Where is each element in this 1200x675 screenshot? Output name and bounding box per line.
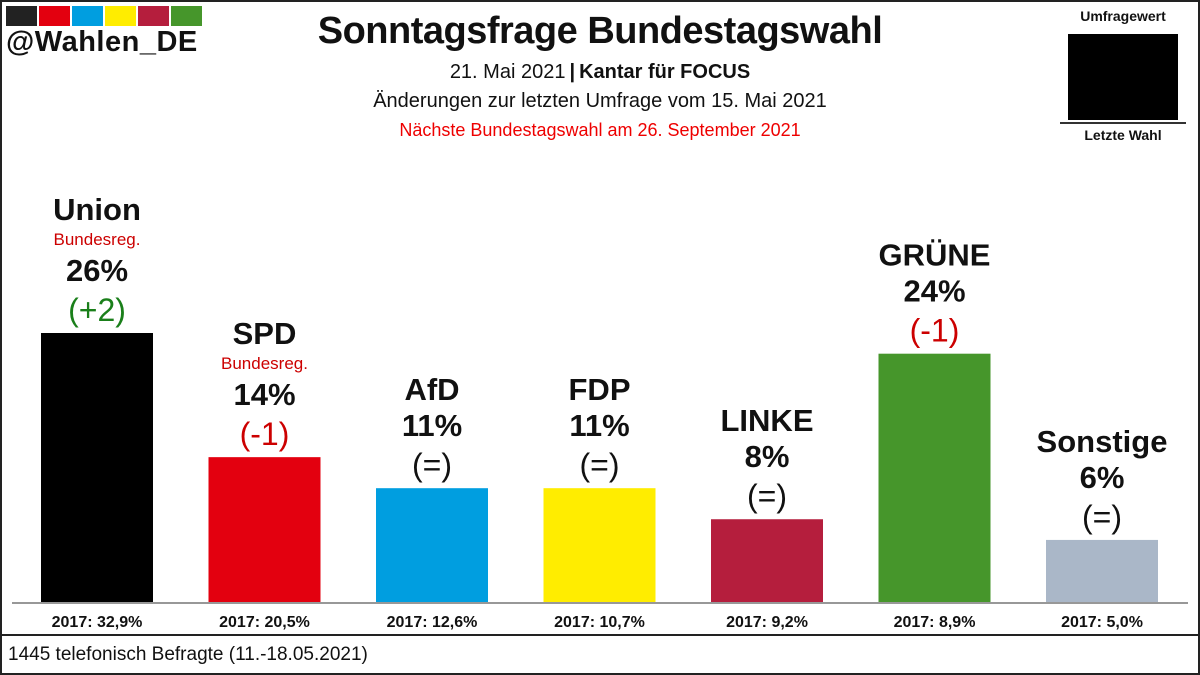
color-stripe	[39, 6, 70, 26]
party-label: Sonstige	[1037, 424, 1168, 459]
last-election-label: 2017: 9,2%	[726, 614, 808, 631]
bar-sonstige	[1046, 539, 1158, 602]
last-election-label: 2017: 10,7%	[554, 614, 645, 631]
subtitle-separator: |	[569, 61, 576, 83]
changes-note: Änderungen zur letzten Umfrage vom 15. M…	[373, 90, 827, 112]
change-label: (=)	[747, 478, 787, 514]
change-label: (=)	[1082, 499, 1122, 535]
value-label: 8%	[745, 439, 790, 474]
poll-date: 21. Mai 2021	[449, 61, 566, 83]
color-stripe	[6, 6, 37, 26]
last-election-label: 2017: 5,0%	[1061, 614, 1143, 631]
bar-union	[41, 333, 153, 602]
color-stripe	[72, 6, 103, 26]
legend-last-election-label: Letzte Wahl	[1084, 127, 1162, 143]
poll-publisher: Kantar für FOCUS	[579, 61, 751, 83]
subtitle-line: 21. Mai 2021 | Kantar für FOCUS	[200, 61, 1000, 84]
last-election-label: 2017: 8,9%	[894, 614, 976, 631]
government-label: Bundesreg.	[54, 230, 141, 249]
footer-note: 1445 telefonisch Befragte (11.-18.05.202…	[8, 644, 368, 665]
change-label: (=)	[412, 447, 452, 483]
value-label: 26%	[66, 253, 128, 288]
color-stripe	[138, 6, 169, 26]
value-label: 6%	[1080, 460, 1125, 495]
party-color-stripes	[6, 6, 202, 26]
change-label: (+2)	[68, 292, 126, 328]
chart-title: Sonntagsfrage Bundestagswahl	[317, 10, 883, 52]
change-label: (-1)	[240, 416, 290, 452]
bar-linke	[711, 519, 823, 602]
last-election-label: 2017: 32,9%	[52, 614, 143, 631]
bar-fdp	[543, 488, 656, 602]
legend-divider	[1060, 122, 1186, 124]
color-stripe	[171, 6, 202, 26]
last-election-label: 2017: 12,6%	[387, 614, 478, 631]
bar-spd	[208, 457, 321, 602]
footer-divider	[0, 634, 1200, 636]
last-election-label: 2017: 20,5%	[219, 614, 310, 631]
value-label: 14%	[233, 377, 295, 412]
next-election-note: Nächste Bundestagswahl am 26. September …	[399, 120, 801, 140]
government-label: Bundesreg.	[221, 354, 308, 373]
party-label: AfD	[404, 372, 459, 407]
legend: Umfragewert Letzte Wahl	[1060, 6, 1186, 146]
legend-swatch	[1068, 34, 1178, 120]
party-label: Union	[53, 192, 141, 227]
party-label: GRÜNE	[879, 238, 991, 273]
value-label: 11%	[569, 408, 629, 443]
party-label: FDP	[569, 372, 631, 407]
change-label: (-1)	[910, 313, 960, 349]
account-handle: @Wahlen_DE	[6, 26, 198, 58]
legend-poll-label: Umfragewert	[1080, 8, 1166, 24]
value-label: 24%	[903, 274, 965, 309]
party-label: SPD	[233, 316, 297, 351]
change-label: (=)	[580, 447, 620, 483]
color-stripe	[105, 6, 136, 26]
party-label: LINKE	[721, 403, 814, 438]
bar-grüne	[878, 353, 991, 602]
bar-afd	[376, 488, 488, 602]
value-label: 11%	[402, 408, 462, 443]
